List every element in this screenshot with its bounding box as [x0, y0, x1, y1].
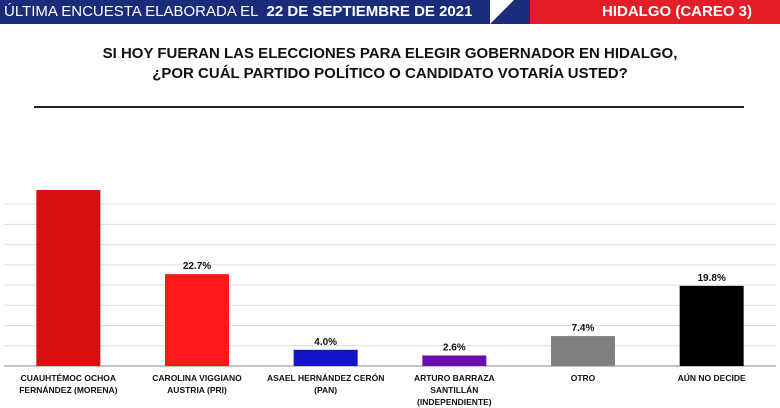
header-red-panel	[530, 0, 780, 24]
header-bar: ÚLTIMA ENCUESTA ELABORADA EL 22 DE SEPTIE…	[0, 0, 780, 24]
question-title: SI HOY FUERAN LAS ELECCIONES PARA ELEGIR…	[0, 44, 780, 84]
data-label: 19.8%	[697, 273, 725, 284]
data-label: 7.4%	[572, 323, 595, 334]
x-tick-label: AÚN NO DECIDE	[677, 373, 746, 383]
x-tick-label: CAROLINA VIGGIANO AUSTRIA (PRI)	[152, 373, 242, 395]
question-line-1: SI HOY FUERAN LAS ELECCIONES PARA ELEGIR…	[102, 45, 678, 62]
data-label: 2.6%	[443, 342, 466, 353]
x-tick-label: ASAEL HERNÁNDEZ CERÓN (PAN)	[266, 373, 385, 395]
bar	[36, 190, 101, 366]
bar	[679, 285, 744, 366]
data-label: 43.5%	[54, 185, 82, 188]
header-date: 22 DE SEPTIEMBRE DE 2021	[266, 3, 473, 20]
bar	[165, 274, 229, 366]
header-date-text: ÚLTIMA ENCUESTA ELABORADA EL 22 DE SEPTIE…	[4, 3, 472, 20]
header-region: HIDALGO (CAREO 3)	[602, 3, 752, 20]
data-label: 22.7%	[183, 261, 211, 272]
data-label: 4.0%	[314, 337, 337, 348]
title-divider	[34, 106, 744, 108]
x-tick-label: ARTURO BARRAZA SANTILLÁN (INDEPENDIENTE)	[413, 373, 495, 407]
bar-chart: 43.5% 22.7% 4.0% 2.6% 7.4% 19.8%	[4, 185, 776, 367]
bar	[422, 355, 487, 366]
x-tick-label: OTRO	[570, 373, 596, 383]
header-prefix: ÚLTIMA ENCUESTA ELABORADA EL	[4, 3, 259, 20]
x-tick-label: CUAUHTÉMOC OCHOA FERNÁNDEZ (MORENA)	[19, 373, 118, 395]
bar	[293, 349, 358, 366]
question-line-2: ¿POR CUÁL PARTIDO POLÍTICO O CANDIDATO V…	[152, 65, 628, 82]
x-axis-labels: CUAUHTÉMOC OCHOA FERNÁNDEZ (MORENA) CAROL…	[0, 372, 780, 407]
header-divider-wedge	[490, 0, 514, 24]
bar	[551, 336, 615, 366]
